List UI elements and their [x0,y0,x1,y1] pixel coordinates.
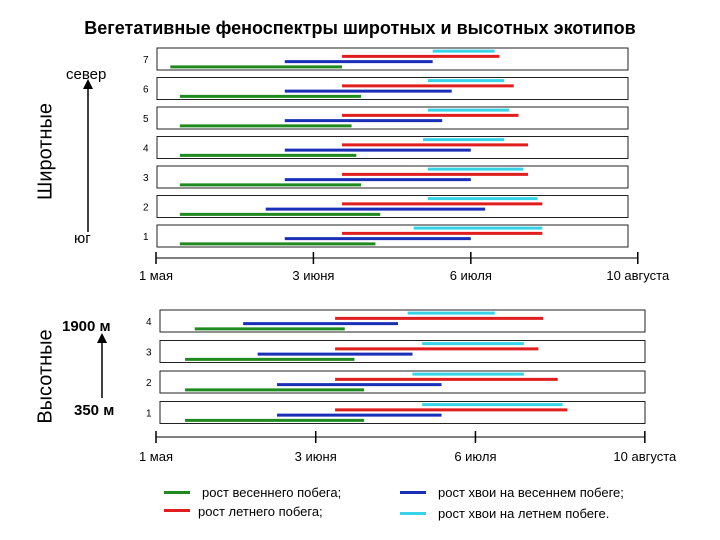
row-label: 4 [143,144,149,155]
south-label: юг [74,230,91,247]
row-label: 2 [146,378,152,389]
row-label: 4 [146,317,152,328]
x-tick-label: 10 августа [606,268,670,283]
altitude-low-label: 350 м [74,402,115,419]
legend-label-needles-spring: рост хвои на весеннем побеге; [438,485,624,500]
x-tick-label: 1 мая [139,268,173,283]
legend-label-needles-summer: рост хвои на летнем побеге. [438,506,610,521]
legend-swatch-summer-shoot [164,509,190,512]
legend-swatch-spring-shoot [164,491,190,494]
row-label: 3 [146,348,152,359]
x-tick-label: 3 июня [295,449,337,464]
altitude-panel: 4 3 2 1 1 мая 3 июня 6 июля 10 августа [139,309,677,464]
legend-label-summer-shoot: рост летнего побега; [198,504,323,519]
row-label: 6 [143,85,149,96]
legend-swatch-needles-spring [400,491,426,494]
row-label: 7 [143,55,149,66]
latitude-panel: 7 6 5 4 3 2 1 1 мая 3 июня 6 июля 10 августа [139,47,670,283]
row-frame [159,401,646,424]
altitude-panel-label: Высотные [34,329,57,424]
legend-label-spring-shoot: рост весеннего побега; [202,485,342,500]
x-tick-label: 3 июня [292,268,334,283]
row-label: 5 [143,114,149,125]
altitude-high-label: 1900 м [62,318,111,335]
row-frame [156,77,629,100]
row-frame [159,370,646,394]
x-tick-label: 6 июля [450,268,492,283]
row-label: 2 [143,203,149,214]
latitude-panel-label: Широтные [34,103,57,201]
row-frame [156,195,629,218]
x-tick-label: 10 августа [613,449,677,464]
row-label: 1 [146,409,152,420]
row-label: 3 [143,173,149,184]
row-frame [156,224,629,248]
north-label: север [66,66,107,83]
chart-title: Вегетативные феноспектры широтных и высо… [84,18,636,38]
row-frame [159,340,646,363]
row-frame [156,136,629,159]
row-frame [156,106,629,130]
x-tick-label: 1 мая [139,449,173,464]
legend-swatch-needles-summer [400,512,426,515]
row-frame [156,165,629,189]
x-tick-label: 6 июля [454,449,496,464]
row-label: 1 [143,232,149,243]
row-frame [156,47,629,71]
row-frame [159,309,646,333]
